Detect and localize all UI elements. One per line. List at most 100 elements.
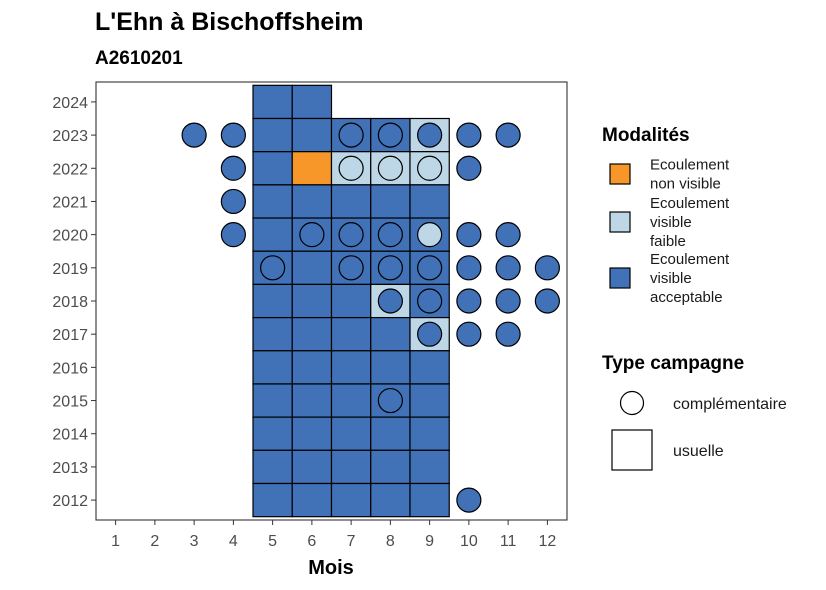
heatmap-cell-2016-9 <box>409 350 450 385</box>
y-tick-label-2016: 2016 <box>52 360 88 377</box>
heatmap-cell-2013-9 <box>409 449 450 485</box>
heatmap-cell-2016-8 <box>370 350 411 385</box>
heatmap-cell-2024-5 <box>252 84 293 120</box>
heatmap-cell-2014-7 <box>330 416 372 451</box>
heatmap-cell-2015-9 <box>409 383 450 418</box>
campaign-point-2023-4 <box>220 122 246 148</box>
campaign-point-2019-8 <box>377 255 403 281</box>
plot-area <box>95 81 568 521</box>
campaign-point-2022-4 <box>220 155 246 181</box>
campaign-point-2019-9 <box>417 255 443 281</box>
heatmap-cell-2017-7 <box>330 316 372 352</box>
chart-title: L'Ehn à Bischoffsheim <box>95 8 363 36</box>
heatmap-cell-2022-6 <box>291 151 333 186</box>
legend-key-vf <box>609 211 631 233</box>
campaign-point-2021-4 <box>220 188 246 215</box>
heatmap-cell-2016-5 <box>252 350 293 385</box>
heatmap-cell-2023-6 <box>291 117 333 153</box>
x-tick-label-5: 5 <box>268 533 277 550</box>
heatmap-cell-2013-8 <box>370 449 411 485</box>
campaign-point-2018-10 <box>456 288 482 314</box>
x-axis-title: Mois <box>308 557 354 579</box>
campaign-point-2015-8 <box>377 387 403 414</box>
heatmap-cell-2013-6 <box>291 449 333 485</box>
legend-type-title: Type campagne <box>602 353 744 374</box>
heatmap-cell-2014-6 <box>291 416 333 451</box>
campaign-point-2023-11 <box>495 122 521 148</box>
legend-label-vf-2: faible <box>650 233 686 250</box>
heatmap-cell-2017-6 <box>291 316 333 352</box>
campaign-point-2020-10 <box>456 222 482 248</box>
campaign-point-2018-9 <box>417 288 443 314</box>
legend-type-label-comp: complémentaire <box>673 396 787 413</box>
y-tick-label-2019: 2019 <box>52 261 88 278</box>
heatmap-cell-2012-7 <box>330 482 372 518</box>
y-tick-label-2022: 2022 <box>52 161 88 178</box>
campaign-point-2018-8 <box>377 288 403 314</box>
x-tick-label-12: 12 <box>538 533 556 550</box>
x-tick-label-11: 11 <box>500 533 517 550</box>
campaign-point-2017-11 <box>495 321 521 347</box>
campaign-point-2022-7 <box>338 155 364 181</box>
x-tick-label-10: 10 <box>460 533 478 550</box>
y-tick-label-2024: 2024 <box>52 95 88 112</box>
legend-label-nv-1: non visible <box>650 176 721 193</box>
axes: 1 2 3 4 5 6 7 8 9 10 11 122012201320142015201620172… <box>52 95 556 550</box>
campaign-point-2018-11 <box>495 288 521 314</box>
legend-modalites-title: Modalités <box>602 125 690 146</box>
heatmap-cell-2018-6 <box>291 283 333 319</box>
heatmap-cell-2015-6 <box>291 383 333 418</box>
campaign-point-2020-8 <box>377 222 403 248</box>
x-tick-label-4: 4 <box>229 533 238 550</box>
heatmap-cell-2012-6 <box>291 482 333 518</box>
x-tick-label-2: 2 <box>150 533 159 550</box>
legend-label-vf-0: Ecoulement <box>650 195 730 212</box>
legend-label-va-0: Ecoulement <box>650 251 730 268</box>
legend-key-va <box>609 267 631 289</box>
y-tick-label-2018: 2018 <box>52 294 88 311</box>
y-tick-label-2013: 2013 <box>52 460 88 477</box>
heatmap-cell-2015-5 <box>252 383 293 418</box>
heatmap-cell-2018-7 <box>330 283 372 319</box>
campaign-point-2023-10 <box>456 122 482 148</box>
heatmap-cell-2017-8 <box>370 316 411 352</box>
heatmap-cell-2015-7 <box>330 383 372 418</box>
heatmap-cell-2012-8 <box>370 482 411 518</box>
campaign-point-2022-10 <box>456 155 482 181</box>
heatmap-cell-2020-5 <box>252 217 293 252</box>
legend-label-va-2: acceptable <box>650 289 723 306</box>
campaign-point-2019-12 <box>534 255 560 281</box>
campaign-point-2012-10 <box>456 487 482 513</box>
heatmap-cell-2012-5 <box>252 482 293 518</box>
y-tick-label-2015: 2015 <box>52 394 88 411</box>
campaign-point-2023-8 <box>377 122 403 148</box>
campaign-point-2019-7 <box>338 255 364 281</box>
y-tick-label-2020: 2020 <box>52 228 88 245</box>
y-tick-label-2017: 2017 <box>52 327 88 344</box>
campaign-point-2020-7 <box>338 222 364 248</box>
heatmap-cell-2016-6 <box>291 350 333 385</box>
heatmap-cell-2014-8 <box>370 416 411 451</box>
heatmap-cell-2016-7 <box>330 350 372 385</box>
y-tick-label-2023: 2023 <box>52 128 88 145</box>
heatmap-cell-2021-7 <box>330 184 372 219</box>
heatmap-cell-2021-9 <box>409 184 450 219</box>
chart-subtitle: A2610201 <box>95 48 183 69</box>
campaign-point-2017-9 <box>417 321 443 347</box>
campaign-point-2018-12 <box>534 288 560 314</box>
heatmap-cell-2021-8 <box>370 184 411 219</box>
x-tick-label-7: 7 <box>347 533 356 550</box>
campaign-point-2023-3 <box>181 122 207 148</box>
heatmap-cell-2022-5 <box>252 151 293 186</box>
campaign-point-2019-11 <box>495 255 521 281</box>
campaign-point-2023-7 <box>338 122 364 148</box>
x-tick-label-6: 6 <box>307 533 316 550</box>
campaign-point-2020-6 <box>299 222 325 248</box>
campaign-point-2020-9 <box>417 222 443 248</box>
y-tick-label-2021: 2021 <box>52 194 88 211</box>
legend: Modalités Type campagne Ecoulement non vi… <box>602 125 787 471</box>
legend-label-vf-1: visible <box>650 214 692 231</box>
heatmap-cell-2018-5 <box>252 283 293 319</box>
y-tick-label-2012: 2012 <box>52 493 88 510</box>
